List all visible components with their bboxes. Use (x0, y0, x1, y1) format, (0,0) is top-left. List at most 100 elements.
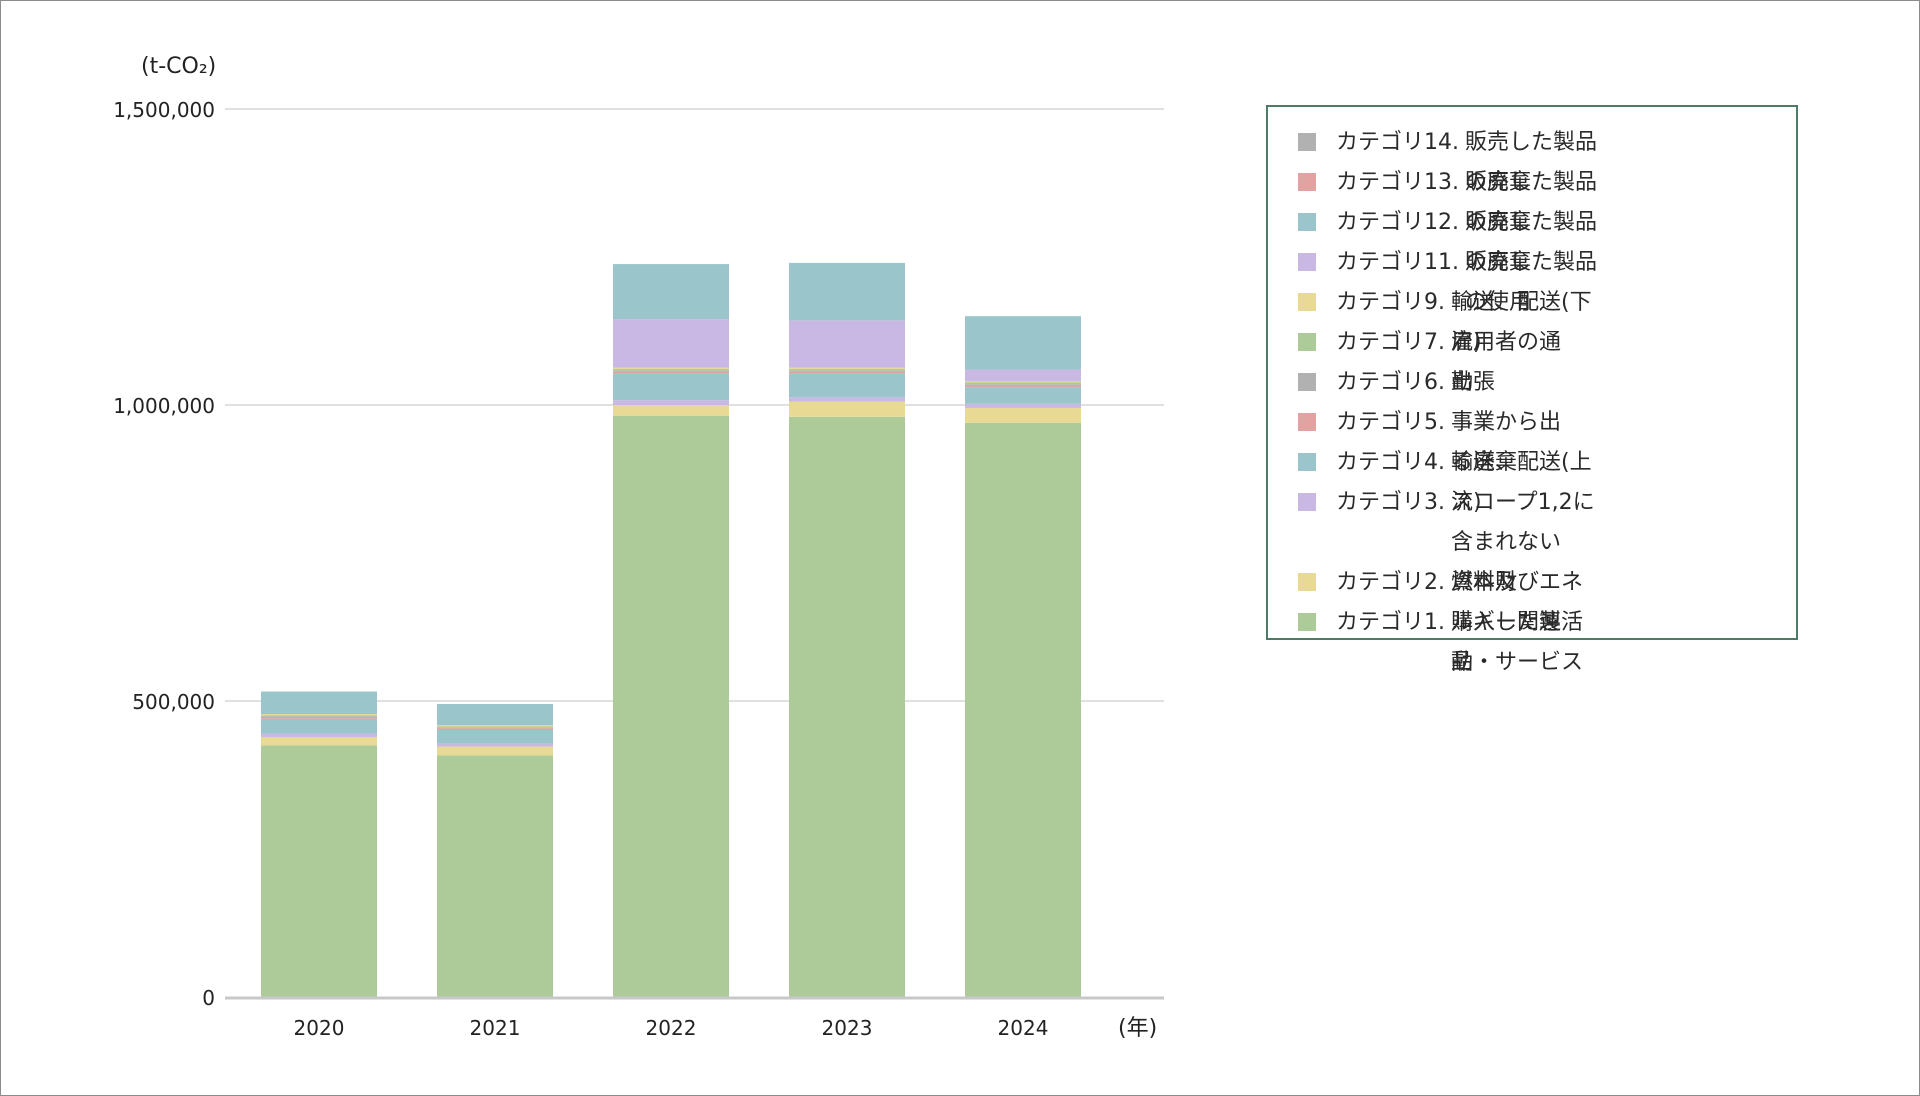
legend-category: カテゴリ7. (1336, 330, 1445, 355)
bar-segment (613, 371, 729, 374)
bar-segment (261, 716, 377, 719)
bar-segment (613, 368, 729, 371)
bar-segment (613, 400, 729, 405)
legend-description: 雇用者の通勤 (1451, 330, 1562, 395)
axes: 0 500,000 1,000,000 1,500,000 2020 2021 2022 20… (113, 98, 1164, 1040)
legend-category: カテゴリ5. (1336, 410, 1445, 435)
bar-segment (261, 718, 377, 734)
bar-segment (437, 725, 553, 727)
legend-description: 販売した製品の廃棄 (1465, 210, 1598, 275)
legend-label: カテゴリ6. 出張 (1336, 363, 1495, 403)
bar-segment (789, 368, 905, 371)
bar-segment (613, 373, 729, 401)
legend-label: カテゴリ14. 販売した製品の廃棄 (1336, 123, 1597, 203)
legend-description: 販売した製品の使用 (1465, 250, 1598, 315)
legend-label: カテゴリ1. 購入した製品・サービス (1336, 603, 1583, 683)
legend-label: カテゴリ7. 雇用者の通勤 (1336, 323, 1561, 403)
bar-segment (261, 733, 377, 738)
x-tick-label: 2023 (822, 1016, 873, 1040)
bar-segment (437, 730, 553, 744)
legend-label: カテゴリ12. 販売した製品の廃棄 (1336, 203, 1597, 283)
x-tick-label: 2022 (646, 1016, 697, 1040)
bar-segment (965, 422, 1081, 997)
bar-segment (965, 316, 1081, 370)
x-tick-label: 2024 (998, 1016, 1049, 1040)
legend-label: カテゴリ2. 資本財 (1336, 563, 1517, 603)
legend-swatch (1298, 573, 1316, 591)
legend-category: カテゴリ2. (1336, 570, 1445, 595)
legend-description: 購入した製品・サービス (1451, 610, 1584, 675)
bar-segment (437, 703, 553, 726)
bar-segment (261, 716, 377, 717)
legend-category: カテゴリ3. (1336, 490, 1445, 515)
bar-segment (965, 369, 1081, 382)
bar-segment (789, 371, 905, 374)
y-tick-label: 0 (202, 986, 215, 1010)
legend-label: カテゴリ9. 輸送、配送(下流) (1336, 283, 1592, 363)
bar-segment (965, 382, 1081, 385)
bar-segment (437, 746, 553, 756)
legend-category: カテゴリ4. (1336, 450, 1445, 475)
bars (261, 262, 1081, 998)
legend-label: カテゴリ5. 事業から出る廃棄 (1336, 403, 1561, 483)
legend-description: スコープ1,2に含まれない 燃料及びエネルギー関連活動 (1451, 490, 1595, 675)
bar-segment (437, 727, 553, 729)
legend-swatch (1298, 493, 1316, 511)
legend-description: 資本財 (1451, 570, 1518, 595)
legend-swatch (1298, 453, 1316, 471)
bar-segment (789, 370, 905, 372)
legend-description: 事業から出る廃棄 (1451, 410, 1562, 475)
bar-segment (965, 384, 1081, 386)
bar-segment (789, 373, 905, 398)
bar-segment (789, 320, 905, 368)
legend-description: 輸送、配送(上流) (1451, 450, 1592, 515)
y-unit-label: (t-CO₂) (141, 54, 216, 79)
bar-segment (789, 262, 905, 321)
bar-segment (437, 728, 553, 731)
legend-swatch (1298, 253, 1316, 271)
bar-segment (261, 745, 377, 997)
y-tick-label: 1,000,000 (113, 394, 215, 418)
legend-category: カテゴリ9. (1336, 290, 1445, 315)
legend-category: カテゴリ14. (1336, 130, 1459, 155)
bar-segment (613, 264, 729, 320)
bar-segment (261, 737, 377, 746)
legend-swatch (1298, 613, 1316, 631)
x-unit-label: (年) (1118, 1016, 1157, 1041)
legend-label: カテゴリ4. 輸送、配送(上流) (1336, 443, 1592, 523)
legend-category: カテゴリ12. (1336, 210, 1459, 235)
bar-segment (965, 403, 1081, 408)
legend-label: カテゴリ13. 販売した製品の廃棄 (1336, 163, 1597, 243)
bar-segment (261, 714, 377, 716)
legend-description: 販売した製品の廃棄 (1465, 130, 1598, 195)
bar-segment (965, 385, 1081, 388)
legend-swatch (1298, 173, 1316, 191)
bar-segment (437, 755, 553, 997)
legend-swatch (1298, 133, 1316, 151)
legend-category: カテゴリ1. (1336, 610, 1445, 635)
bar-segment (965, 407, 1081, 423)
bar-segment (613, 370, 729, 372)
legend-label: カテゴリ11. 販売した製品の使用 (1336, 243, 1597, 323)
legend-category: カテゴリ11. (1336, 250, 1459, 275)
legend-description: 出張 (1451, 370, 1496, 395)
bar-segment (965, 387, 1081, 404)
legend: カテゴリ14. 販売した製品の廃棄 カテゴリ13. 販売した製品の廃棄 カテゴリ12. 販… (1266, 105, 1798, 675)
legend-category: カテゴリ6. (1336, 370, 1445, 395)
bar-segment (613, 319, 729, 368)
legend-swatch (1298, 373, 1316, 391)
x-tick-label: 2020 (294, 1016, 345, 1040)
bar-segment (789, 397, 905, 402)
bar-segment (613, 415, 729, 997)
bar-segment (613, 367, 729, 369)
legend-category: カテゴリ13. (1336, 170, 1459, 195)
legend-swatch (1298, 213, 1316, 231)
bar-segment (437, 726, 553, 728)
legend-swatch (1298, 413, 1316, 431)
legend-swatch (1298, 293, 1316, 311)
bar-segment (261, 715, 377, 717)
bar-segment (789, 416, 905, 998)
bar-segment (437, 743, 553, 747)
